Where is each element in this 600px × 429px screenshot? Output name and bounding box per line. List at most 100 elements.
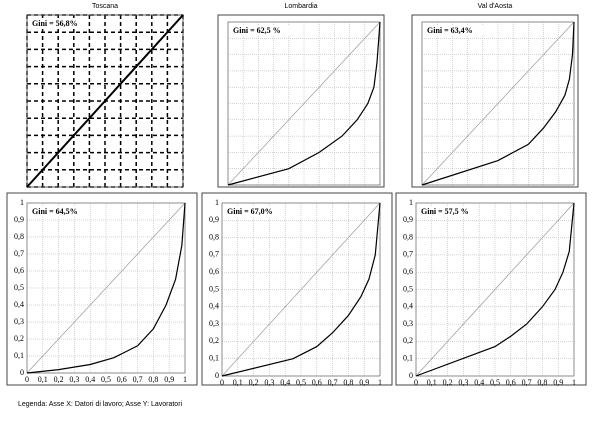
y-tick-label: 0,3 <box>14 317 24 326</box>
y-tick-label: 0,2 <box>403 336 413 345</box>
equality-line <box>415 202 575 377</box>
x-tick-label: 0,6 <box>117 375 127 384</box>
plot-border <box>227 21 381 186</box>
equality-line <box>421 21 575 186</box>
plot-border <box>421 21 575 186</box>
annotation-box <box>231 25 289 36</box>
x-tick-label: 0,9 <box>359 378 369 387</box>
y-tick-label: 0,2 <box>14 334 24 343</box>
x-tick-label: 0,6 <box>312 378 322 387</box>
gini-annotation: Gini = 56,8% <box>32 19 78 28</box>
x-tick-label: 0,1 <box>233 378 243 387</box>
x-tick-label: 0,7 <box>522 378 532 387</box>
x-tick-label: 0,7 <box>133 375 143 384</box>
y-tick-label: 0,6 <box>209 267 219 276</box>
lorenz-curve <box>221 202 381 377</box>
y-tick-label: 0,8 <box>209 232 219 241</box>
x-tick-label: 0 <box>414 378 418 387</box>
y-tick-label: 0,7 <box>14 249 24 258</box>
y-tick-label: 0,6 <box>403 267 413 276</box>
panel-frame <box>6 192 198 386</box>
x-tick-label: 0,3 <box>458 378 468 387</box>
gini-annotation: Gini = 62,5 % <box>233 26 281 35</box>
lorenz-curve <box>421 21 575 186</box>
x-tick-label: 0,1 <box>427 378 437 387</box>
y-tick-label: 0 <box>409 371 413 380</box>
x-tick-label: 0,9 <box>164 375 174 384</box>
y-tick-label: 0,1 <box>403 354 413 363</box>
y-tick-label: 1 <box>20 198 24 207</box>
x-tick-label: 0,7 <box>328 378 338 387</box>
y-tick-label: 0,5 <box>209 284 219 293</box>
x-tick-label: 0,3 <box>69 375 79 384</box>
gini-annotation: Gini = 67,0% <box>227 207 273 216</box>
y-tick-label: 0,7 <box>209 250 219 259</box>
plot-border <box>26 202 186 374</box>
y-tick-label: 0 <box>215 371 219 380</box>
panel-frame <box>395 192 587 386</box>
y-tick-label: 0,1 <box>209 354 219 363</box>
plot-border <box>221 202 381 377</box>
x-tick-label: 0,5 <box>490 378 500 387</box>
y-tick-label: 0,6 <box>14 266 24 275</box>
x-tick-label: 0,9 <box>553 378 563 387</box>
y-tick-label: 1 <box>215 198 219 207</box>
y-tick-label: 0,5 <box>403 284 413 293</box>
y-tick-label: 0,1 <box>14 351 24 360</box>
y-tick-label: 0,2 <box>209 336 219 345</box>
gini-annotation: Gini = 63,4% <box>427 26 473 35</box>
x-tick-label: 1 <box>572 378 576 387</box>
annotation-box <box>419 206 477 217</box>
lorenz-curve <box>227 21 381 186</box>
y-tick-label: 0,9 <box>14 215 24 224</box>
y-tick-label: 0,4 <box>14 300 24 309</box>
x-tick-label: 0,3 <box>264 378 274 387</box>
x-tick-label: 0,2 <box>249 378 259 387</box>
lorenz-curve <box>26 14 184 188</box>
panel-title: Toscana <box>92 3 118 10</box>
y-tick-label: 0,9 <box>403 215 413 224</box>
plot-border <box>26 14 184 188</box>
y-tick-label: 0 <box>20 368 24 377</box>
equality-line <box>221 202 381 377</box>
y-tick-label: 0,7 <box>403 250 413 259</box>
x-tick-label: 0,5 <box>296 378 306 387</box>
x-tick-label: 0 <box>220 378 224 387</box>
x-tick-label: 0,8 <box>343 378 353 387</box>
y-tick-label: 0,4 <box>209 302 219 311</box>
lorenz-curve <box>415 202 575 377</box>
annotation-box <box>30 18 88 29</box>
x-tick-label: 0,2 <box>443 378 453 387</box>
y-tick-label: 0,3 <box>403 319 413 328</box>
plot-border <box>415 202 575 377</box>
x-tick-label: 0,1 <box>38 375 48 384</box>
legend-note: Legenda: Asse X: Datori di lavoro; Asse … <box>18 401 183 408</box>
annotation-box <box>225 206 283 217</box>
x-tick-label: 0,8 <box>537 378 547 387</box>
equality-line <box>26 202 186 374</box>
panel-frame <box>217 14 385 188</box>
equality-line <box>227 21 381 186</box>
annotation-box <box>30 206 88 217</box>
y-tick-label: 0,5 <box>14 283 24 292</box>
y-tick-label: 0,9 <box>209 215 219 224</box>
gini-annotation: Gini = 64,5% <box>32 207 78 216</box>
gini-annotation: Gini = 57,5 % <box>421 207 469 216</box>
y-tick-label: 0,3 <box>209 319 219 328</box>
x-tick-label: 0,5 <box>101 375 111 384</box>
panel-frame <box>411 14 579 188</box>
x-tick-label: 1 <box>378 378 382 387</box>
x-tick-label: 0,8 <box>148 375 158 384</box>
y-tick-label: 0,8 <box>14 232 24 241</box>
x-tick-label: 0,6 <box>506 378 516 387</box>
annotation-box <box>425 25 483 36</box>
x-tick-label: 0 <box>25 375 29 384</box>
x-tick-label: 0,2 <box>54 375 64 384</box>
y-tick-label: 0,8 <box>403 232 413 241</box>
y-tick-label: 0,4 <box>403 302 413 311</box>
x-tick-label: 0,4 <box>280 378 290 387</box>
panel-title: Val d'Aosta <box>478 3 513 10</box>
lorenz-curve <box>26 202 186 374</box>
x-tick-label: 0,4 <box>85 375 95 384</box>
